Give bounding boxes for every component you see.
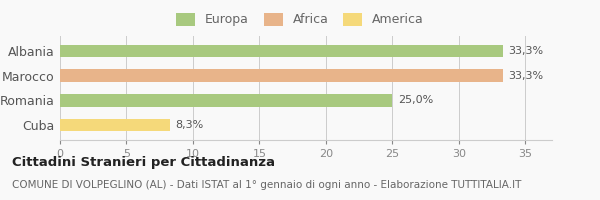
- Text: 25,0%: 25,0%: [398, 95, 433, 105]
- Bar: [60, 45, 503, 57]
- Text: 8,3%: 8,3%: [176, 120, 204, 130]
- Legend: Europa, Africa, America: Europa, Africa, America: [173, 10, 427, 29]
- Text: 33,3%: 33,3%: [508, 46, 543, 56]
- Text: COMUNE DI VOLPEGLINO (AL) - Dati ISTAT al 1° gennaio di ogni anno - Elaborazione: COMUNE DI VOLPEGLINO (AL) - Dati ISTAT a…: [12, 180, 521, 190]
- Bar: [60, 69, 503, 82]
- Bar: [60, 119, 170, 131]
- Text: Cittadini Stranieri per Cittadinanza: Cittadini Stranieri per Cittadinanza: [12, 156, 275, 169]
- Bar: [60, 94, 392, 107]
- Text: 33,3%: 33,3%: [508, 71, 543, 81]
